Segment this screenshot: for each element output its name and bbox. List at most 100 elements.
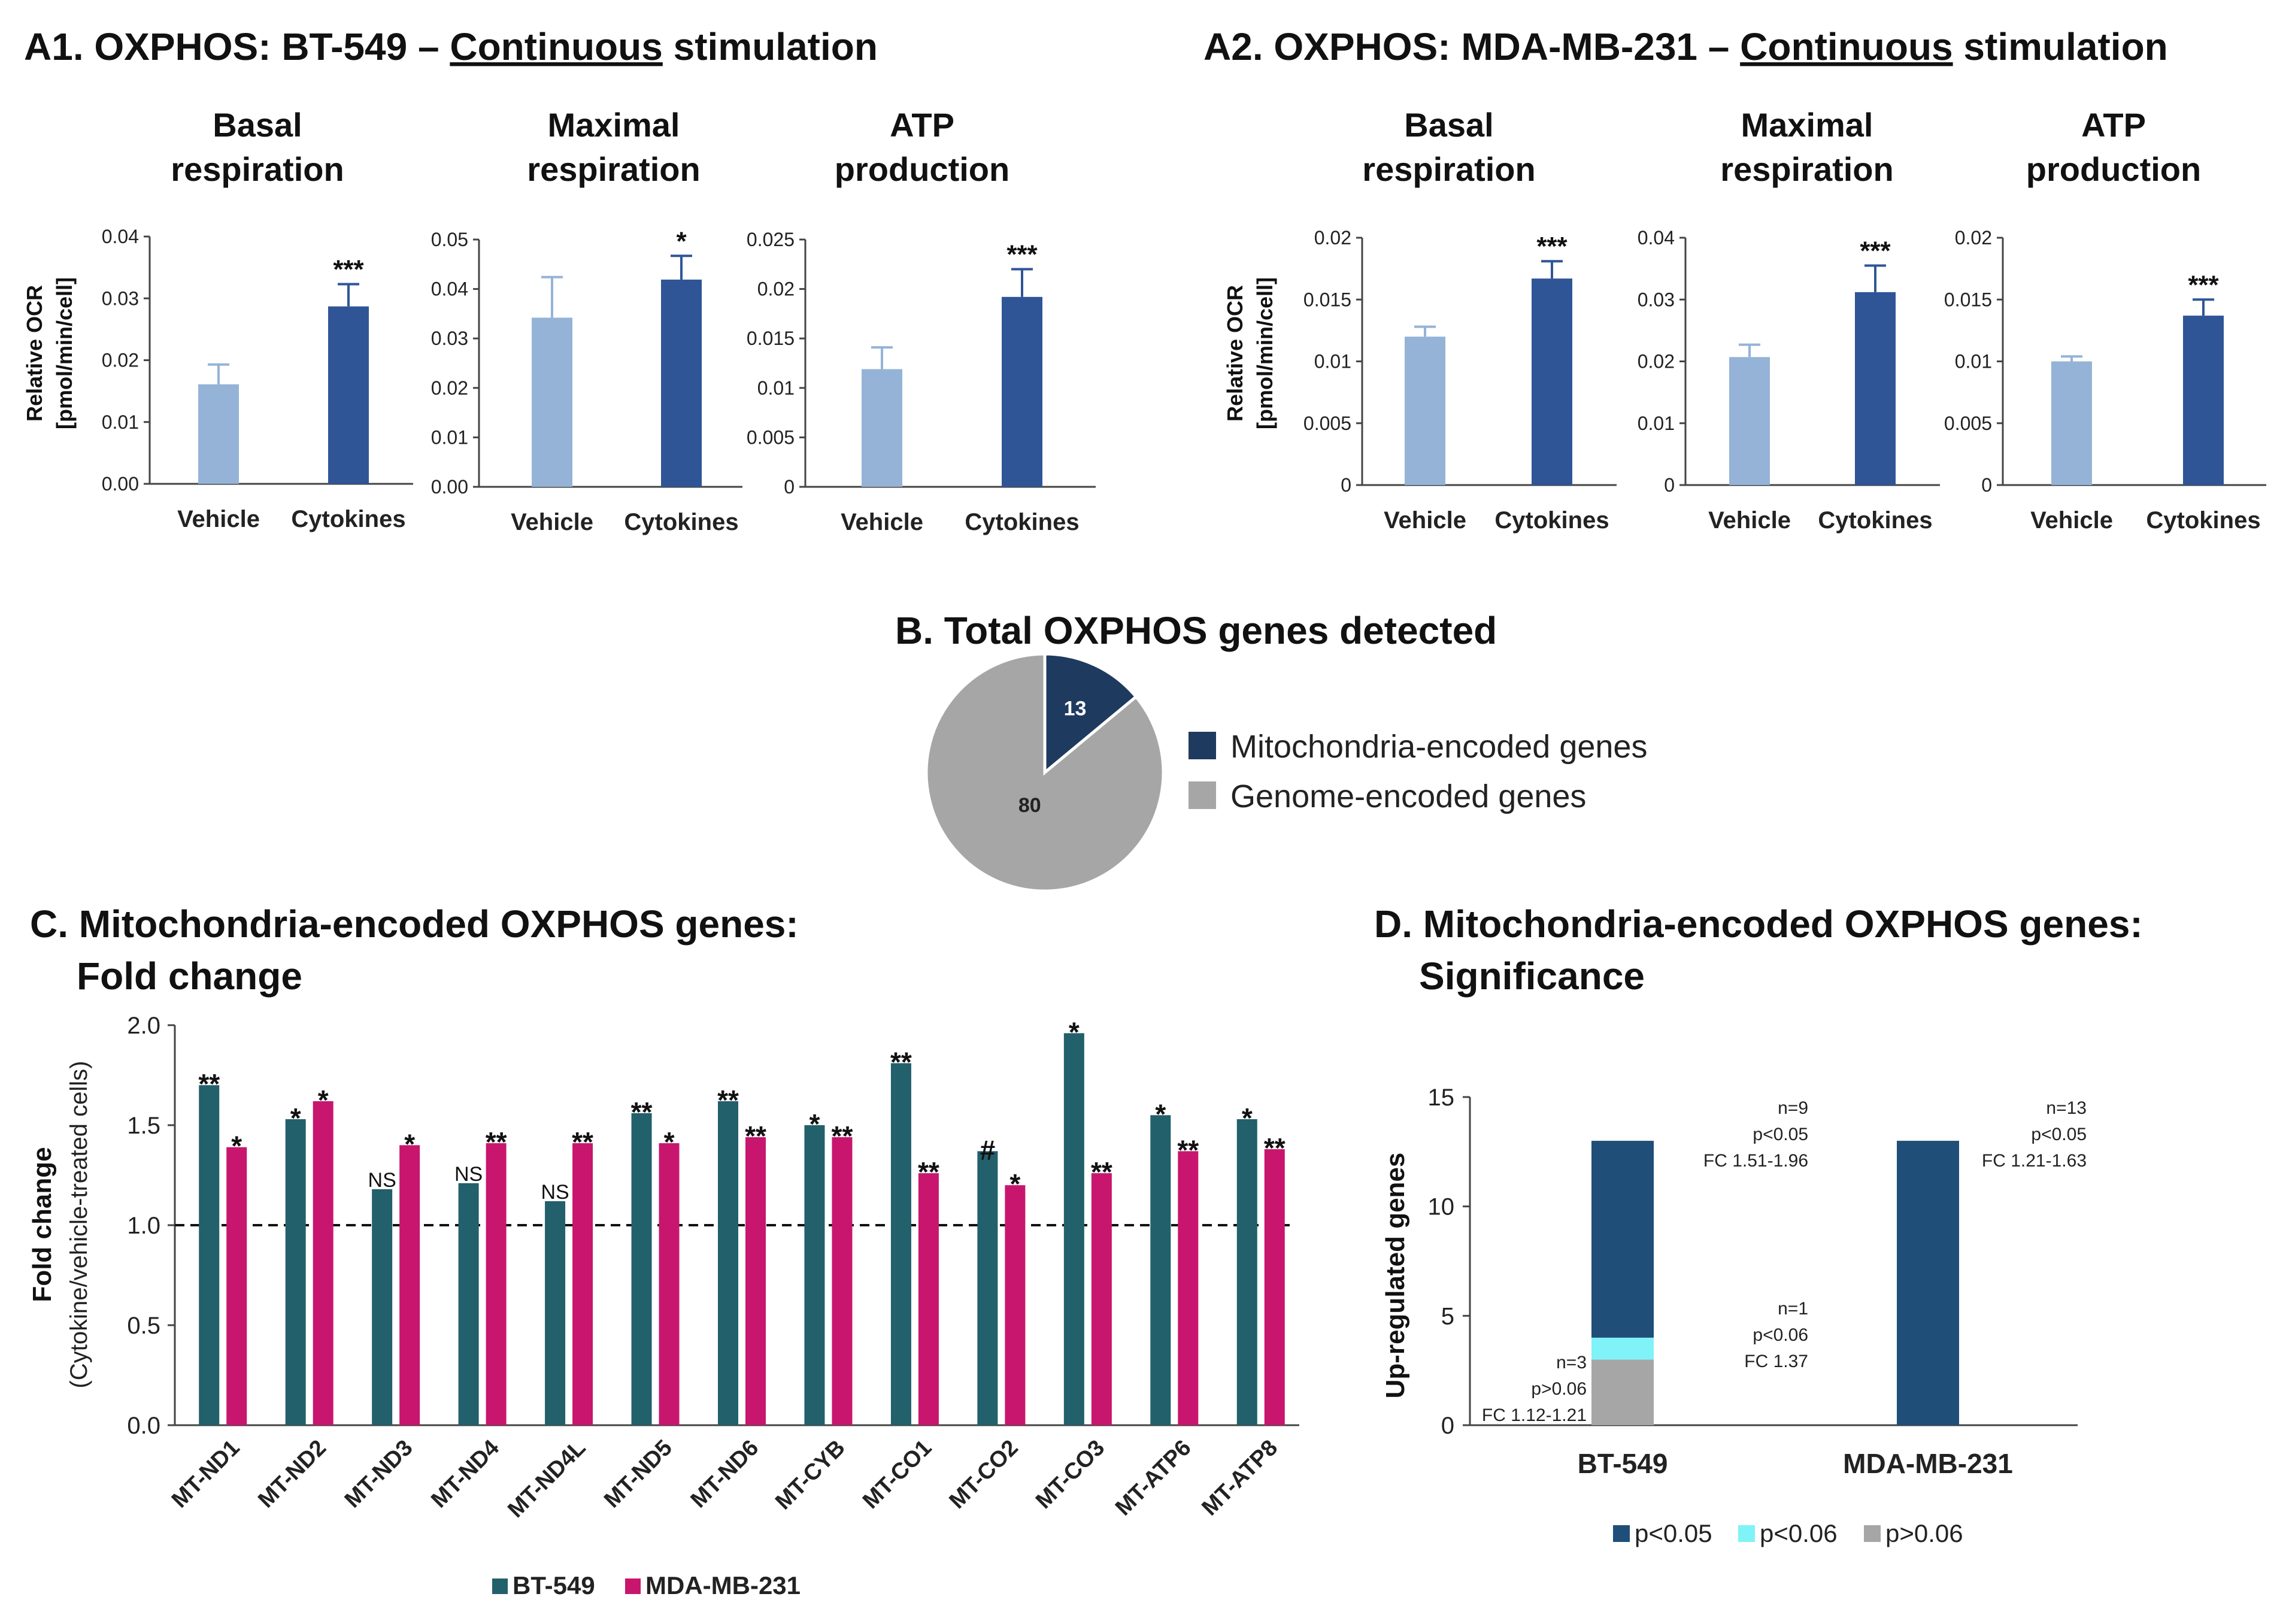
c-x-category-label: MT-CO1 <box>858 1435 936 1514</box>
c-y-tick-label: 0.0 <box>127 1413 160 1439</box>
pie-slice-genome <box>924 652 1165 893</box>
c-bar-bt549 <box>890 1063 911 1425</box>
c-bar-bt549 <box>545 1201 566 1425</box>
a2-x-category-label: Vehicle <box>2030 507 2113 534</box>
c-significance-marker: NS <box>454 1163 483 1186</box>
c-bar-mdamb231 <box>1178 1151 1199 1425</box>
c-bar-bt549 <box>372 1189 393 1425</box>
a2-y-tick-label: 0.005 <box>1303 413 1351 434</box>
d-bar-segment-pgt006 <box>1591 1359 1654 1425</box>
a1-y-tick-label: 0.015 <box>747 328 795 349</box>
c-bar-bt549 <box>1063 1033 1084 1425</box>
pie-slice-value-label: 80 <box>1018 794 1041 817</box>
c-bar-bt549 <box>1236 1119 1257 1425</box>
c-x-category-label: MT-CO2 <box>945 1435 1023 1514</box>
a2-significance-marker: *** <box>1536 232 1568 261</box>
a2-y-tick-label: 0.01 <box>1955 351 1992 372</box>
a2-x-category-label: Vehicle <box>1384 507 1466 534</box>
a1-x-category-label: Cytokines <box>624 509 738 535</box>
panel-d-title-line2: Significance <box>1419 955 1645 998</box>
d-annotation-text: FC 1.37 <box>1744 1352 1808 1371</box>
c-bar-bt549 <box>199 1085 220 1425</box>
a1-x-category-label: Cytokines <box>965 509 1079 535</box>
a2-significance-marker: *** <box>1860 236 1891 265</box>
d-annotation-text: n=13 <box>2046 1098 2087 1118</box>
c-bar-bt549 <box>285 1119 306 1425</box>
d-y-tick-label: 10 <box>1428 1194 1455 1220</box>
c-x-category-label: MT-ND6 <box>686 1435 764 1513</box>
a1-x-category-label: Cytokines <box>291 506 405 532</box>
d-annotation-text: n=9 <box>1778 1098 1808 1118</box>
c-x-category-label: MT-ND2 <box>253 1435 331 1513</box>
c-significance-marker: NS <box>368 1169 396 1192</box>
a1-y-tick-label: 0.025 <box>747 229 795 250</box>
legend-swatch-mdamb231 <box>625 1578 641 1594</box>
c-bar-mdamb231 <box>659 1143 680 1425</box>
a1-y-tick-label: 0.02 <box>102 350 139 371</box>
a2-x-category-label: Cytokines <box>1818 507 1932 534</box>
c-x-category-label: MT-ND5 <box>599 1435 677 1513</box>
a1-y-tick-label: 0.02 <box>757 278 795 300</box>
a2-x-category-label: Vehicle <box>1708 507 1791 534</box>
panel-a2-ylabel-line2: [pmol/min/cell] <box>1253 277 1277 429</box>
panel-a2-atp-subplot: ATP production 0 0.005 0.01 0.015 0.02 Vehicle *… <box>1944 106 2266 534</box>
a1-y-tick-label: 0.03 <box>102 287 139 309</box>
a2-subplot-title-line2: respiration <box>1362 150 1535 188</box>
a2-bar-vehicle <box>1729 357 1770 485</box>
a2-bar-vehicle <box>1405 337 1445 485</box>
legend-swatch-genome <box>1189 781 1216 809</box>
d-annotation-text: p<0.05 <box>1753 1125 1808 1144</box>
c-significance-marker: ** <box>918 1156 939 1187</box>
a2-y-tick-label: 0.03 <box>1638 289 1675 310</box>
c-significance-marker: * <box>290 1102 301 1134</box>
a2-bar-cytokines <box>1855 292 1896 485</box>
a1-subplot-title-line2: respiration <box>171 150 344 188</box>
c-x-category-label: MT-ND4 <box>426 1435 504 1513</box>
a2-y-tick-label: 0.015 <box>1303 289 1351 310</box>
a2-y-tick-label: 0.01 <box>1638 413 1675 434</box>
d-y-tick-label: 0 <box>1441 1413 1454 1439</box>
a2-subplot-title-line1: Basal <box>1404 106 1493 144</box>
a1-significance-marker: *** <box>333 255 364 284</box>
c-significance-marker: * <box>810 1108 820 1140</box>
d-x-category-label: BT-549 <box>1578 1448 1668 1479</box>
a1-y-tick-label: 0.02 <box>431 377 468 399</box>
a2-bar-cytokines <box>1532 278 1572 485</box>
panel-a1-ylabel-line2: [pmol/min/cell] <box>52 277 77 429</box>
c-significance-marker: ** <box>572 1126 593 1158</box>
panel-c: C. Mitochondria-encoded OXPHOS genes: Fo… <box>28 902 1299 1599</box>
c-significance-marker: * <box>664 1126 675 1158</box>
c-bar-mdamb231 <box>918 1173 939 1425</box>
d-y-tick-label: 5 <box>1441 1303 1454 1329</box>
a1-y-tick-label: 0.00 <box>431 476 468 498</box>
c-bar-bt549 <box>804 1125 825 1425</box>
panel-a2-basal-subplot: Basal respiration 0 0.005 0.01 0.015 0.02 Vehic… <box>1303 106 1617 534</box>
c-significance-marker: * <box>1069 1016 1080 1047</box>
c-significance-marker: * <box>231 1131 242 1162</box>
c-significance-marker: ** <box>745 1120 766 1152</box>
c-significance-marker: ** <box>486 1126 507 1158</box>
d-bar-segment-p006 <box>1591 1337 1654 1360</box>
a1-bar-cytokines <box>661 279 702 487</box>
panel-a1-ylabel-line1: Relative OCR <box>22 285 47 422</box>
panel-c-ylabel-line2: (Cytokine/vehicle-treated cells) <box>66 1061 92 1389</box>
c-bar-bt549 <box>977 1151 998 1425</box>
c-bar-mdamb231 <box>1091 1173 1112 1425</box>
a1-significance-marker: *** <box>1006 240 1038 269</box>
a1-y-tick-label: 0.01 <box>431 426 468 448</box>
a2-subplot-title-line2: respiration <box>1720 150 1893 188</box>
c-bar-bt549 <box>458 1183 479 1425</box>
a1-subplot-title-line1: Basal <box>213 106 302 144</box>
c-bar-bt549 <box>631 1113 652 1425</box>
d-annotation-text: FC 1.12-1.21 <box>1482 1405 1587 1425</box>
c-significance-marker: * <box>404 1128 415 1159</box>
d-bar-segment-p005 <box>1897 1141 1959 1425</box>
c-y-tick-label: 2.0 <box>127 1013 160 1039</box>
a2-subplot-title-line2: production <box>2026 150 2201 188</box>
a1-bar-cytokines <box>1002 296 1042 487</box>
panel-b-title: B. Total OXPHOS genes detected <box>895 609 1497 652</box>
a2-y-tick-label: 0.015 <box>1944 289 1992 310</box>
a1-bar-vehicle <box>198 384 239 484</box>
c-significance-marker: NS <box>541 1181 569 1204</box>
panel-a1-maximal-subplot: Maximal respiration 0.00 0.01 0.02 0.03 0.04 0.… <box>431 106 742 535</box>
